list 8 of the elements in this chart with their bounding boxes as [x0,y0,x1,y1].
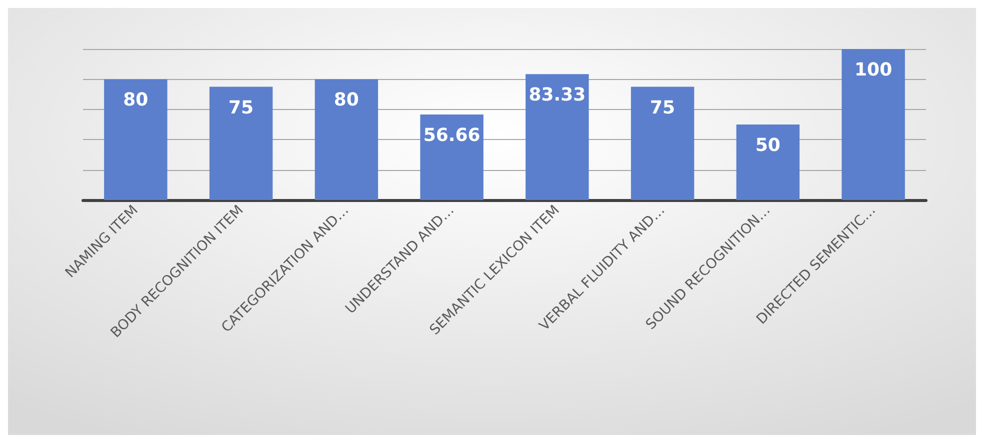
data-label: 80 [123,90,148,111]
data-label: 80 [334,90,359,111]
data-label: 50 [755,135,780,156]
data-label: 56.66 [423,124,480,146]
data-label: 75 [650,97,676,118]
data-label: 75 [228,97,254,118]
data-label: 100 [854,60,892,80]
data-label: 83.33 [528,84,586,106]
